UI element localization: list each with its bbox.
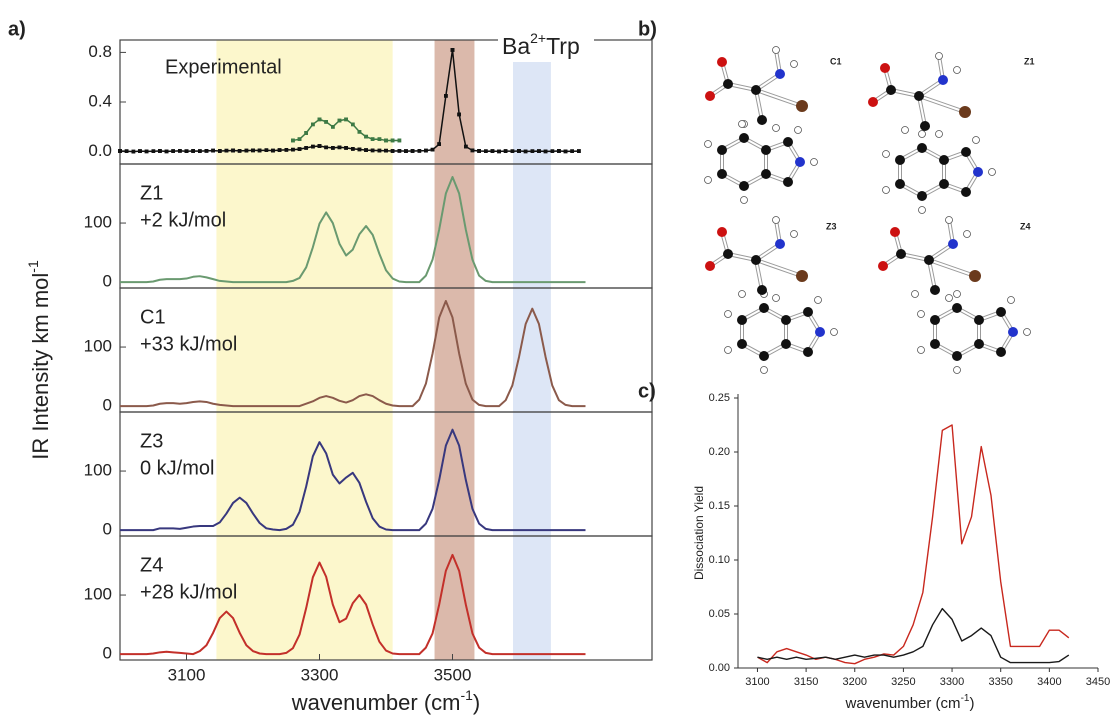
panel-label: c) xyxy=(638,380,656,402)
highlight-band xyxy=(513,40,551,660)
x-tick-label: 3200 xyxy=(843,676,867,688)
x-axis-label: wavenumber (cm-1) xyxy=(845,693,975,712)
x-tick-label: 3100 xyxy=(168,665,206,684)
x-tick-label: 3100 xyxy=(745,676,769,688)
panel-label: b) xyxy=(638,18,657,40)
y-tick-label: 100 xyxy=(84,213,112,232)
x-axis-label-text: wavenumber (cm xyxy=(845,695,961,712)
molecule-backbone xyxy=(868,53,971,138)
x-axis-label-sup: -1 xyxy=(460,687,473,703)
ion-text: Ba xyxy=(502,33,530,59)
x-tick-label: 3500 xyxy=(434,665,472,684)
y-tick-label: 100 xyxy=(84,585,112,604)
ion-sup: 2+ xyxy=(530,30,546,46)
series-line xyxy=(757,425,1068,664)
figure: 0.0 0.4 0.8 Experimental 0 100 Z1 +2 kJ/mol 0 100… xyxy=(0,0,1117,718)
x-tick-label: 3300 xyxy=(940,676,964,688)
x-axis-label-end: ) xyxy=(969,695,974,712)
molecule-ring xyxy=(918,291,1031,374)
y-tick-label: 0.0 xyxy=(88,141,112,160)
y-tick-label: 0.00 xyxy=(709,662,730,674)
annotation: +2 kJ/mol xyxy=(140,209,226,231)
panel-label: a) xyxy=(8,18,26,40)
x-tick-label: 3150 xyxy=(794,676,818,688)
highlight-band xyxy=(216,40,392,660)
x-axis-label: wavenumber (cm-1) xyxy=(291,687,481,715)
y-tick-label: 100 xyxy=(84,461,112,480)
x-tick-label: 3300 xyxy=(301,665,339,684)
molecule-label: Z1 xyxy=(1024,56,1035,66)
y-axis-label: Dissociation Yield xyxy=(692,486,706,580)
y-tick-label: 0.15 xyxy=(709,500,730,512)
annotation: Experimental xyxy=(165,56,282,78)
molecule-backbone xyxy=(705,217,808,302)
annotation: Z4 xyxy=(140,554,163,576)
bands xyxy=(216,40,550,660)
ion-end: Trp xyxy=(546,33,580,59)
molecule-ring xyxy=(725,291,838,374)
molecule-backbone xyxy=(705,47,808,132)
annotation: +33 kJ/mol xyxy=(140,333,237,355)
x-tick-label: 3400 xyxy=(1037,676,1061,688)
annotation: 0 kJ/mol xyxy=(140,457,214,479)
molecule-label: Z4 xyxy=(1020,221,1031,231)
annotation: Z1 xyxy=(140,182,163,204)
y-axis-label: IR Intensity km mol-1 xyxy=(25,260,53,460)
annotation: Z3 xyxy=(140,430,163,452)
x-tick-label: 3450 xyxy=(1086,676,1110,688)
y-tick-label: 100 xyxy=(84,337,112,356)
molecules: C1 Z1 Z3 Z4 xyxy=(705,47,1035,374)
x-tick-label: 3250 xyxy=(891,676,915,688)
x-axis-label-end: ) xyxy=(473,690,480,715)
panel-c: 0.00 0.05 0.10 0.15 0.20 0.25 3100 3150 3200 3250… xyxy=(709,392,1111,688)
x-tick-label: 3350 xyxy=(988,676,1012,688)
y-tick-label: 0 xyxy=(103,272,112,291)
y-tick-label: 0.10 xyxy=(709,554,730,566)
y-tick-label: 0.20 xyxy=(709,446,730,458)
annotation: +28 kJ/mol xyxy=(140,581,237,603)
y-axis-label-text: IR Intensity km mol xyxy=(28,273,53,460)
molecule-backbone xyxy=(878,217,981,302)
y-tick-label: 0 xyxy=(103,520,112,539)
y-tick-label: 0.8 xyxy=(88,42,112,61)
molecule-label: Z3 xyxy=(826,221,837,231)
molecule-label: C1 xyxy=(830,56,842,66)
molecule-ring xyxy=(883,131,996,214)
molecule-ring xyxy=(705,121,818,204)
y-axis-label-sup: -1 xyxy=(25,260,41,273)
y-tick-label: 0.05 xyxy=(709,608,730,620)
y-tick-label: 0.4 xyxy=(88,91,112,110)
x-axis-label-text: wavenumber (cm xyxy=(291,690,461,715)
annotation: C1 xyxy=(140,306,166,328)
y-tick-label: 0.25 xyxy=(709,392,730,404)
y-tick-label: 0 xyxy=(103,396,112,415)
y-tick-label: 0 xyxy=(103,644,112,663)
